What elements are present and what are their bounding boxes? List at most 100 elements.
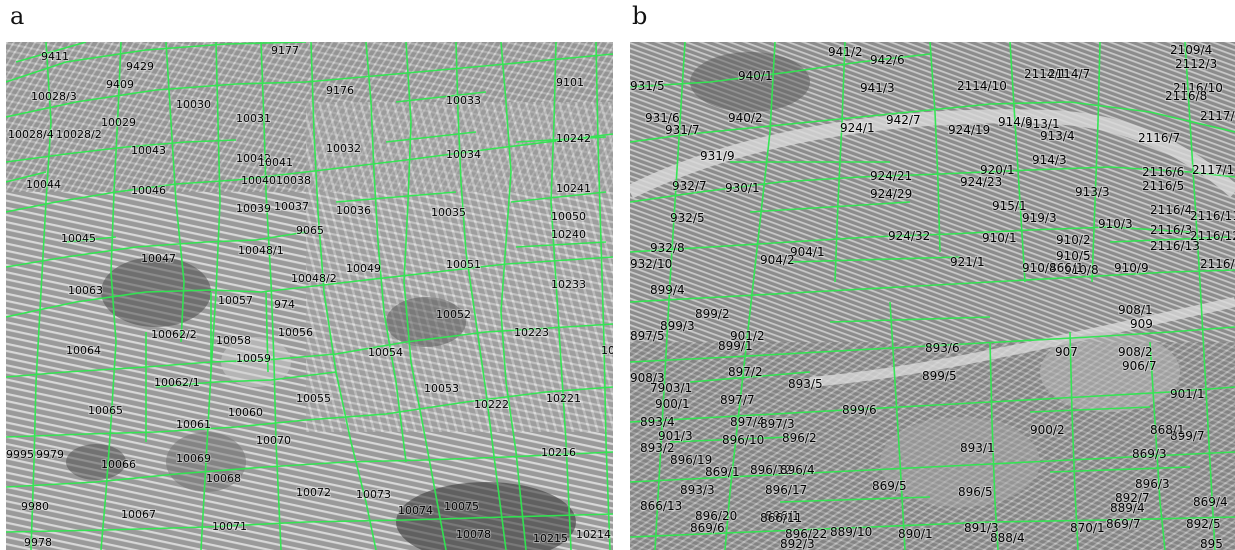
parcel-number-label: 893/1 (960, 441, 995, 455)
parcel-number-label: 9979 (36, 448, 64, 461)
parcel-number-label: 9177 (271, 44, 299, 57)
parcel-number-label: 899/2 (695, 307, 730, 321)
parcel-number-label: 931/5 (630, 79, 665, 93)
parcel-number-label: 910/3 (1098, 217, 1133, 231)
parcel-number-label: 870/1 (1070, 521, 1105, 535)
parcel-number-label: 10063 (68, 284, 103, 297)
parcel-number-label: 896/2 (782, 431, 817, 445)
parcel-number-label: 890/1 (898, 527, 933, 541)
parcel-number-label: 893/6 (925, 341, 960, 355)
parcel-number-label: 10049 (346, 262, 381, 275)
parcel-number-label: 9176 (326, 84, 354, 97)
parcel-number-label: 893/5 (788, 377, 823, 391)
parcel-number-label: 869/6 (690, 521, 725, 535)
parcel-number-label: 10072 (296, 486, 331, 499)
parcel-number-label: 908/2 (1118, 345, 1153, 359)
parcel-number-label: 899/3 (660, 319, 695, 333)
parcel-number-label: 931/7 (665, 123, 700, 137)
parcel-number-label: 10069 (176, 452, 211, 465)
parcel-number-label: 910/1 (982, 231, 1017, 245)
parcel-number-label: 2116/6 (1142, 165, 1184, 179)
parcel-number-label: 10066 (101, 458, 136, 471)
parcel-number-label: 10030 (176, 98, 211, 111)
parcel-number-label: 10041 (258, 156, 293, 169)
parcel-number-label: 10062/1 (154, 376, 200, 389)
parcel-number-label: 897/3 (760, 417, 795, 431)
parcel-number-label: 10028/4 (8, 128, 54, 141)
parcel-number-label: 10068 (206, 472, 241, 485)
parcel-number-label: 2116/26 (1200, 257, 1235, 271)
parcel-number-label: 10052 (436, 308, 471, 321)
parcel-number-label: 2116/5 (1142, 179, 1184, 193)
parcel-number-label: 932/10 (630, 257, 672, 271)
parcel-number-label: 904/1 (790, 245, 825, 259)
parcel-number-label: 908/1 (1118, 303, 1153, 317)
parcel-number-label: 896/5 (958, 485, 993, 499)
parcel-number-label: 899/1 (718, 339, 753, 353)
parcel-number-label: 10051 (446, 258, 481, 271)
parcel-number-label: 910/2 (1056, 233, 1091, 247)
parcel-number-label: 9980 (21, 500, 49, 513)
parcel-number-label: 932/5 (670, 211, 705, 225)
parcel-number-label: 10073 (356, 488, 391, 501)
parcel-number-label: 2114/7 (1048, 67, 1090, 81)
parcel-number-label: 940/2 (728, 111, 763, 125)
parcel-number-label: 10058 (216, 334, 251, 347)
parcel-number-label: 10224 (601, 344, 613, 357)
parcel-number-label: 10222 (474, 398, 509, 411)
parcel-number-label: 10215 (533, 532, 568, 545)
parcel-number-label: 2117/1 (1192, 163, 1234, 177)
parcel-number-label: 10057 (218, 294, 253, 307)
parcel-number-label: 10064 (66, 344, 101, 357)
parcel-number-label: 9409 (106, 78, 134, 91)
parcel-number-label: 897/5 (630, 329, 665, 343)
parcel-number-label: 10061 (176, 418, 211, 431)
parcel-number-label: 868/1 (1150, 423, 1185, 437)
parcel-number-label: 940/1 (738, 69, 773, 83)
parcel-number-label: 9978 (24, 536, 52, 549)
parcel-number-label: 907 (1055, 345, 1078, 359)
parcel-number-label: 889/4 (1110, 501, 1145, 515)
parcel-number-label: 10047 (141, 252, 176, 265)
parcel-number-label: 10067 (121, 508, 156, 521)
parcel-number-label: 869/1 (705, 465, 740, 479)
parcel-number-label: 2116/11 (1190, 209, 1235, 223)
parcel-number-label: 9411 (41, 50, 69, 63)
parcel-number-label: 906/7 (1122, 359, 1157, 373)
parcel-number-label: 900/2 (1030, 423, 1065, 437)
parcel-number-label: 10034 (446, 148, 481, 161)
parcel-number-label: 10240 (551, 228, 586, 241)
parcel-number-label: 10031 (236, 112, 271, 125)
parcel-number-label: 866/13 (640, 499, 682, 513)
parcel-number-label: 9101 (556, 76, 584, 89)
parcel-number-label: 889/10 (830, 525, 872, 539)
parcel-number-label: 2116/3 (1150, 223, 1192, 237)
parcel-number-label: 869/4 (1193, 495, 1228, 509)
parcel-number-label: 9995 (6, 448, 34, 461)
parcel-number-label: 910/9 (1114, 261, 1149, 275)
parcel-number-label: 10048/2 (291, 272, 337, 285)
parcel-number-label: 10028/2 (56, 128, 102, 141)
parcel-number-label: 909 (1130, 317, 1153, 331)
parcel-number-label: 897/2 (728, 365, 763, 379)
parcel-number-label: 866/11 (760, 511, 802, 525)
parcel-number-label: 10060 (228, 406, 263, 419)
parcel-number-label: 10050 (551, 210, 586, 223)
parcel-number-label: 899/4 (650, 283, 685, 297)
parcel-number-label: 930/1 (725, 181, 760, 195)
parcel-number-label: 10223 (514, 326, 549, 339)
parcel-number-label: 10046 (131, 184, 166, 197)
parcel-number-label: 931/9 (700, 149, 735, 163)
parcel-number-label: 10221 (546, 392, 581, 405)
parcel-number-label: 10037 (274, 200, 309, 213)
parcel-number-label: 10242 (556, 132, 591, 145)
parcel-number-label: 924/21 (870, 169, 912, 183)
parcel-number-label: 904/2 (760, 253, 795, 267)
parcel-number-label: 10038 (276, 174, 311, 187)
parcel-number-label: 10055 (296, 392, 331, 405)
parcel-number-label: 924/1 (840, 121, 875, 135)
parcel-number-label: 892/5 (1186, 517, 1221, 531)
parcel-number-label: 869/5 (872, 479, 907, 493)
parcel-number-label: 10044 (26, 178, 61, 191)
